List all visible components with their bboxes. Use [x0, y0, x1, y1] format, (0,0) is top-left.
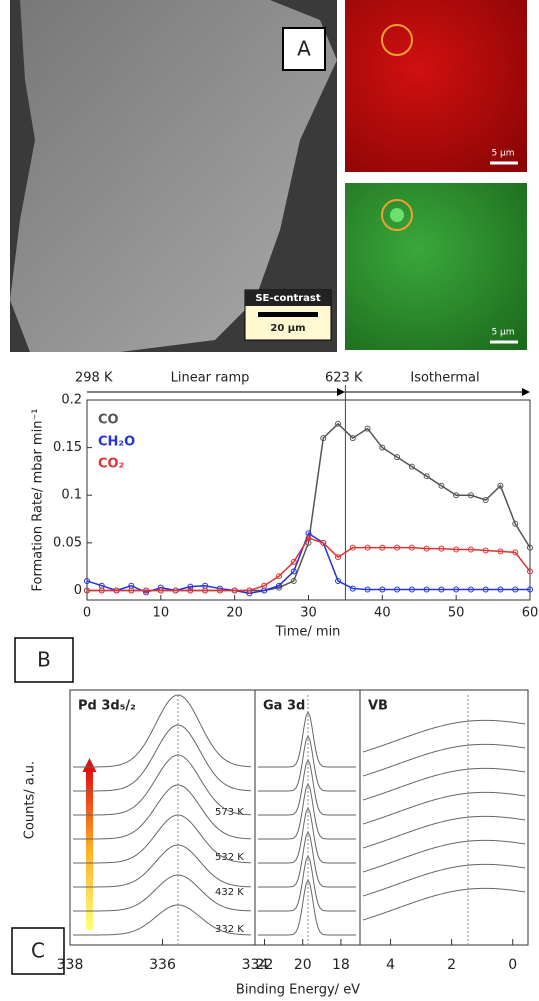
se-contrast: SE-contrast — [255, 293, 321, 304]
spectrum — [363, 888, 525, 920]
spectrum — [258, 760, 356, 815]
x-tick-label: 22 — [256, 957, 274, 973]
panel-title: Pd 3d₅/₂ — [78, 699, 136, 714]
x-tick-label: 40 — [374, 606, 391, 621]
series-line — [87, 424, 530, 591]
x-tick-label: 338 — [57, 957, 84, 973]
plot-frame — [87, 400, 530, 600]
y-axis-label: Counts/ a.u. — [23, 761, 38, 839]
spectrum — [258, 712, 356, 767]
x-tick-label: 336 — [149, 957, 176, 973]
x-axis-label: Time/ min — [275, 625, 341, 640]
annotation: 623 K — [325, 371, 363, 386]
spectrum — [258, 832, 356, 887]
spectrum — [73, 725, 251, 791]
spectrum — [73, 755, 251, 815]
panel-label: B — [37, 648, 51, 672]
annotation: Linear ramp — [171, 371, 250, 386]
spectrum — [258, 736, 356, 791]
x-axis-label: Binding Energy/ eV — [236, 983, 360, 998]
x-tick-label: 4 — [386, 957, 395, 973]
spectrum — [258, 784, 356, 839]
spectrum — [363, 816, 525, 848]
y-axis-label: Formation Rate/ mbar min⁻¹ — [31, 408, 46, 591]
annotation: Isothermal — [410, 371, 479, 386]
red-map — [345, 0, 527, 172]
spectrum — [363, 864, 525, 896]
annotation: 298 K — [75, 371, 113, 386]
legend-entry: CO — [98, 413, 119, 428]
series-line — [87, 538, 530, 590]
x-tick-label: 20 — [294, 957, 312, 973]
temp-label: 432 K — [215, 887, 244, 898]
y-tick-label: 0.1 — [61, 488, 82, 503]
spectrum — [258, 880, 356, 935]
panel-label: C — [31, 939, 45, 963]
x-tick-label: 60 — [522, 606, 539, 621]
legend-entry: CH₂O — [98, 435, 135, 450]
arrowhead — [522, 388, 530, 396]
x-tick-label: 18 — [332, 957, 350, 973]
arrowhead — [337, 388, 345, 396]
spectrum — [363, 840, 525, 872]
hotspot — [390, 208, 404, 222]
spectrum — [363, 720, 525, 752]
x-tick-label: 2 — [447, 957, 456, 973]
x-tick-label: 20 — [226, 606, 243, 621]
panel-title: Ga 3d — [263, 699, 305, 714]
panel-title: VB — [368, 699, 388, 714]
legend-entry: CO₂ — [98, 457, 124, 472]
x-tick-label: 50 — [448, 606, 465, 621]
x-tick-label: 30 — [300, 606, 317, 621]
spectrum — [363, 792, 525, 824]
spectrum — [363, 744, 525, 776]
y-tick-label: 0 — [74, 583, 82, 598]
scale-text: 20 µm — [270, 323, 305, 334]
scale-text: 5 µm — [491, 328, 514, 338]
y-tick-label: 0.05 — [53, 535, 82, 550]
x-tick-label: 0 — [508, 957, 517, 973]
temp-arrow — [86, 770, 93, 930]
scale-bar — [258, 312, 318, 317]
y-tick-label: 0.2 — [61, 393, 82, 408]
spectrum — [258, 856, 356, 911]
arrowhead — [83, 758, 97, 772]
spectrum — [363, 768, 525, 800]
x-tick-label: 0 — [83, 606, 91, 621]
spectrum — [258, 808, 356, 863]
panel-label: A — [297, 37, 311, 61]
scale-text: 5 µm — [491, 149, 514, 159]
green-map — [345, 183, 527, 350]
temp-label: 573 K — [215, 807, 244, 818]
figure: A SE-contrast 20 µm 5 µm 5 µm 298 K Line… — [0, 0, 539, 1001]
y-tick-label: 0.15 — [53, 440, 82, 455]
x-tick-label: 10 — [153, 606, 170, 621]
temp-label: 532 K — [215, 852, 244, 863]
plot-frame — [70, 690, 528, 945]
